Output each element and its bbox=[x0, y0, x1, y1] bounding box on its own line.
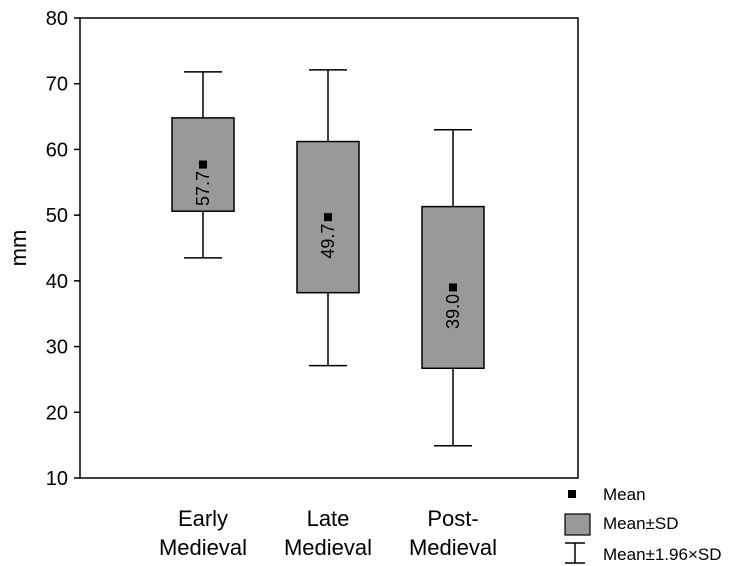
box-group: 49.7 bbox=[296, 69, 360, 367]
y-tick-label: 70 bbox=[46, 74, 68, 96]
x-category-label: Post-Medieval bbox=[409, 506, 497, 560]
mean-value-label: 57.7 bbox=[193, 171, 213, 206]
legend-whisker-label: Mean±1.96×SD bbox=[603, 545, 722, 564]
y-tick-label: 40 bbox=[46, 271, 68, 293]
plot-area-frame bbox=[79, 17, 579, 479]
x-category-label: Late Medieval bbox=[284, 506, 372, 560]
legend-sd-swatch bbox=[564, 513, 591, 536]
y-tick-label: 10 bbox=[46, 468, 68, 490]
y-tick-label: 30 bbox=[46, 337, 68, 359]
mean-marker bbox=[199, 160, 207, 169]
legend-sd-label: Mean±SD bbox=[603, 514, 678, 533]
mean-marker bbox=[449, 283, 457, 292]
mean-value-label: 49.7 bbox=[318, 224, 338, 259]
y-tick-label: 80 bbox=[46, 8, 68, 30]
y-tick-label: 20 bbox=[46, 402, 68, 424]
mean-value-label: 39.0 bbox=[443, 294, 463, 329]
x-axis-categories: Early Medieval Late Medieval Post-Medieval bbox=[159, 506, 497, 560]
mean-marker bbox=[324, 213, 332, 222]
legend-mean-marker bbox=[568, 490, 576, 498]
legend-mean-label: Mean bbox=[603, 485, 646, 504]
box-group: 39.0 bbox=[421, 128, 485, 447]
y-axis: 10 20 30 40 50 60 70 80 bbox=[46, 8, 80, 490]
legend: Mean Mean±SD Mean±1.96×SD bbox=[564, 485, 722, 564]
y-tick-label: 50 bbox=[46, 205, 68, 227]
x-category-label: Early Medieval bbox=[159, 506, 247, 560]
y-axis-title: mm bbox=[6, 230, 31, 267]
y-tick-label: 60 bbox=[46, 139, 68, 161]
box-group: 57.7 bbox=[171, 71, 235, 259]
boxes: 57.7 49.7 39.0 bbox=[171, 69, 485, 447]
